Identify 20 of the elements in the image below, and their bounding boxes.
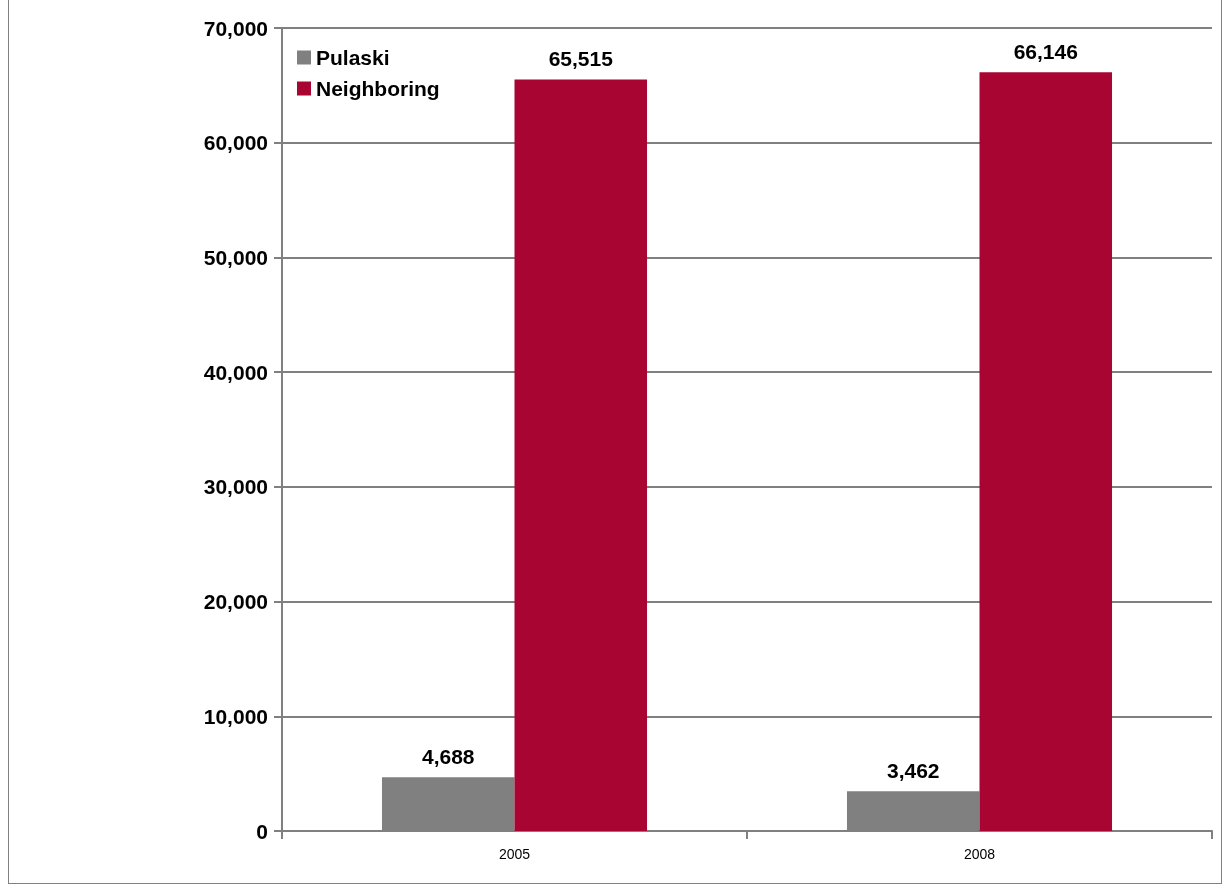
bar <box>979 72 1113 831</box>
bar <box>846 791 980 831</box>
bar <box>381 777 515 831</box>
y-tick-label: 70,000 <box>203 16 268 40</box>
x-tick-label: 2005 <box>498 846 531 862</box>
y-tick-label: 40,000 <box>203 360 268 384</box>
y-tick-label: 0 <box>256 819 268 843</box>
y-tick-label: 50,000 <box>203 245 268 269</box>
data-label: 3,462 <box>886 759 940 783</box>
bar <box>514 79 648 831</box>
y-tick-label: 20,000 <box>203 590 268 614</box>
y-tick-label: 10,000 <box>203 704 268 728</box>
legend-label: Pulaski <box>316 46 390 69</box>
data-label: 65,515 <box>548 47 614 71</box>
y-tick-label: 60,000 <box>203 131 268 155</box>
data-label: 4,688 <box>421 745 475 769</box>
x-tick-label: 2008 <box>963 846 996 862</box>
data-label: 66,146 <box>1013 40 1078 64</box>
legend-label: Neighboring <box>316 77 440 100</box>
y-tick-label: 30,000 <box>203 475 268 499</box>
